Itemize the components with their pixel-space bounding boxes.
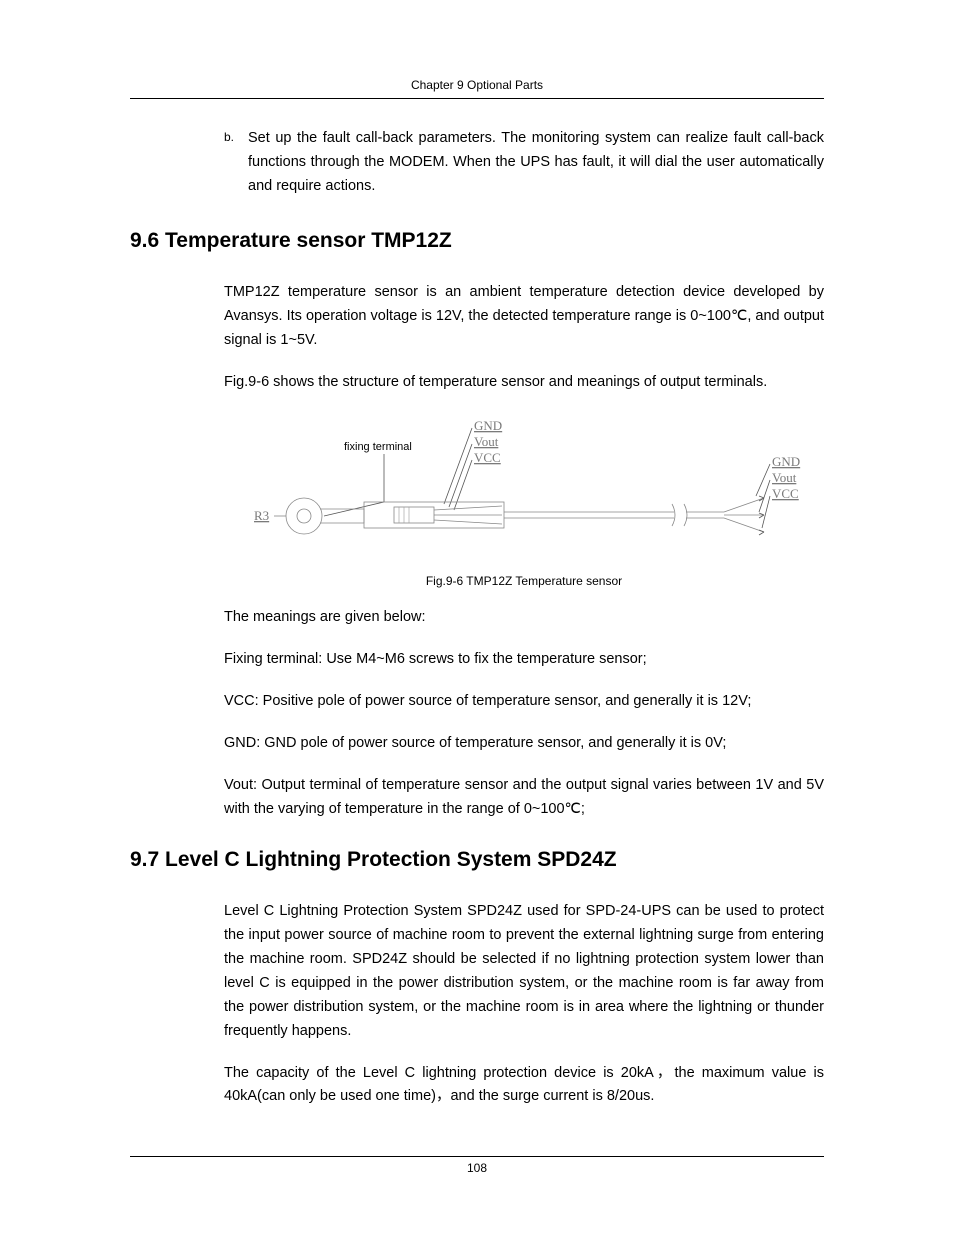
para-9-7-1: Level C Lightning Protection System SPD2…	[224, 900, 824, 1044]
figure-caption-9-6: Fig.9-6 TMP12Z Temperature sensor	[224, 574, 824, 588]
list-item-b: b. Set up the fault call-back parameters…	[224, 127, 824, 199]
label-gnd-left: GND	[474, 418, 502, 433]
heading-9-7: 9.7 Level C Lightning Protection System …	[130, 848, 824, 872]
page-content: Chapter 9 Optional Parts b. Set up the f…	[0, 0, 954, 1187]
para-9-6-6: GND: GND pole of power source of tempera…	[224, 732, 824, 756]
figure-9-6: fixing terminal GND Vout VCC R3	[224, 412, 824, 552]
running-header: Chapter 9 Optional Parts	[130, 78, 824, 98]
section-9-7-body: Level C Lightning Protection System SPD2…	[224, 900, 824, 1109]
label-gnd-right: GND	[772, 454, 800, 469]
page-footer: 108	[130, 1156, 824, 1175]
section-9-6-body: TMP12Z temperature sensor is an ambient …	[224, 281, 824, 822]
heading-9-6: 9.6 Temperature sensor TMP12Z	[130, 229, 824, 253]
para-9-6-7: Vout: Output terminal of temperature sen…	[224, 774, 824, 822]
para-9-6-4: Fixing terminal: Use M4~M6 screws to fix…	[224, 648, 824, 672]
para-9-6-2: Fig.9-6 shows the structure of temperatu…	[224, 371, 824, 395]
label-r3: R3	[254, 508, 269, 523]
header-rule	[130, 98, 824, 99]
temperature-sensor-diagram: fixing terminal GND Vout VCC R3	[244, 412, 804, 552]
label-vcc-right: VCC	[772, 486, 799, 501]
list-marker: b.	[224, 127, 238, 199]
para-9-6-5: VCC: Positive pole of power source of te…	[224, 690, 824, 714]
page-number: 108	[130, 1161, 824, 1175]
label-vout-left: Vout	[474, 434, 499, 449]
footer-rule: 108	[130, 1156, 824, 1175]
label-fixing-terminal: fixing terminal	[344, 441, 412, 453]
list-text: Set up the fault call-back parameters. T…	[248, 127, 824, 199]
label-vcc-left: VCC	[474, 450, 501, 465]
para-9-6-1: TMP12Z temperature sensor is an ambient …	[224, 281, 824, 353]
para-9-6-3: The meanings are given below:	[224, 606, 824, 630]
label-vout-right: Vout	[772, 470, 797, 485]
para-9-7-2: The capacity of the Level C lightning pr…	[224, 1062, 824, 1110]
